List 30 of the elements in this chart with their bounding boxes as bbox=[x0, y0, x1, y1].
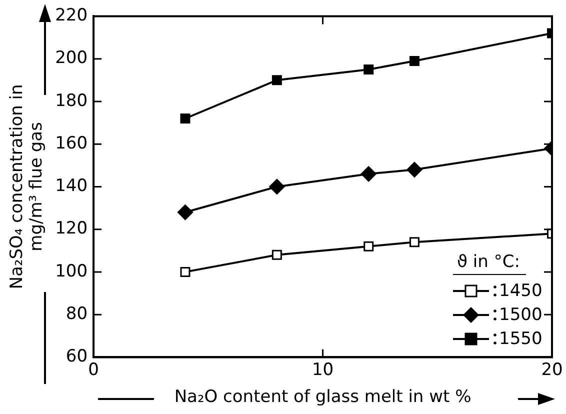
point bbox=[406, 162, 422, 178]
point bbox=[272, 75, 282, 86]
legend-label: 1550 bbox=[499, 328, 542, 352]
legend-label: 1500 bbox=[499, 304, 542, 328]
x-tick-label: 0 bbox=[88, 360, 99, 380]
point bbox=[272, 250, 282, 260]
point bbox=[177, 204, 193, 220]
y-tick-label: 60 bbox=[66, 346, 88, 367]
y-tick-label: 180 bbox=[55, 90, 88, 111]
y-tick-label: 120 bbox=[55, 218, 88, 239]
x-tick-label: 20 bbox=[541, 360, 563, 380]
y-tick-label: 200 bbox=[55, 48, 88, 68]
x-tick-label: 10 bbox=[312, 360, 334, 380]
x-axis-title: Na₂O content of glass melt in wt % bbox=[174, 387, 472, 408]
point bbox=[180, 266, 190, 277]
point bbox=[360, 166, 376, 182]
legend-title: ϑ in °C: bbox=[453, 250, 526, 276]
y-axis-title: Na₂SO₄ concentration in mg/m³ flue gas bbox=[7, 84, 47, 290]
point bbox=[364, 241, 374, 252]
y-tick-label: 80 bbox=[66, 304, 88, 324]
legend-label: 1450 bbox=[499, 280, 542, 304]
point bbox=[269, 178, 285, 194]
y-tick-label: 160 bbox=[55, 133, 88, 154]
y-tick-label: 220 bbox=[55, 6, 88, 26]
point bbox=[409, 237, 420, 248]
y-tick-label: 100 bbox=[55, 261, 88, 282]
point bbox=[409, 56, 420, 66]
point bbox=[364, 64, 374, 74]
point bbox=[180, 114, 190, 124]
y-tick-label: 140 bbox=[55, 176, 88, 196]
